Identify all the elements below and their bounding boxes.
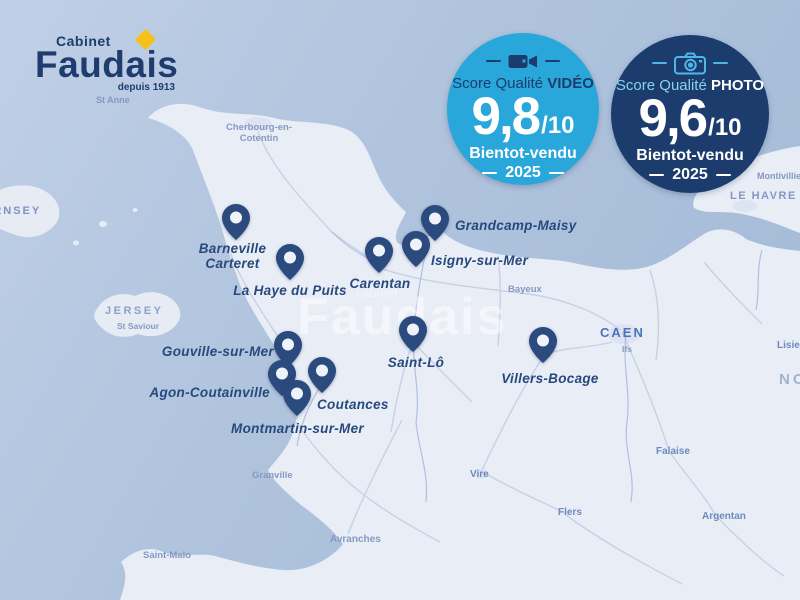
island-jersey [94,292,181,337]
map-label-jersey: JERSEY [105,305,164,317]
video-score-badge: Score Qualité VIDÉO 9,8/10 Bientot-vendu… [447,33,599,185]
cabinet-faudais-logo: Cabinet Faudais depuis 1913 [35,28,179,93]
map-label-bayeux: Bayeux [508,284,542,295]
map-pin-barneville-carteret[interactable] [222,204,250,240]
map-label-saint-malo: Saint-Malo [143,550,192,561]
photo-badge-year: 2025 [649,166,731,184]
photo-score-value: 9,6/10 [638,89,742,148]
map-pin-la-haye-du-puits[interactable] [276,244,304,280]
map-label-lisieux: Lisieux [777,340,800,351]
pin-label-carentan: Carentan [349,276,411,291]
map-label-caen: CAEN [600,325,645,340]
map-pin-grandcamp-maisy[interactable] [421,205,449,241]
map-label-granville: Granville [252,470,293,481]
map-label-argentan: Argentan [702,511,746,522]
logo-name-text: Faudais [35,44,179,85]
logo-tagline: depuis 1913 [117,82,175,93]
map-pin-coutances[interactable] [308,357,336,393]
photo-score-badge: Score Qualité PHOTO 9,6/10 Bientot-vendu… [611,35,769,193]
pin-label-villers-bocage: Villers-Bocage [501,371,599,386]
decorative-dash [649,173,665,177]
islet [132,208,138,212]
island-guernsey [0,185,60,238]
pin-label-grandcamp-maisy: Grandcamp-Maisy [455,218,577,233]
map-label-guernsey: ERNSEY [0,205,42,217]
pin-label-barneville-carteret: Barneville Carteret [198,241,267,272]
map-label-ifs: Ifs [622,344,632,354]
decorative-dash [486,59,501,63]
pin-label-la-haye-du-puits: La Haye du Puits [233,283,347,298]
map-label-st-anne: St Anne [96,95,130,105]
decorative-dash [482,171,498,175]
decorative-dash [652,61,667,65]
video-badge-year: 2025 [482,164,564,182]
decorative-dash [713,61,728,65]
pin-label-isigny-sur-mer: Isigny-sur-Mer [431,253,529,268]
map-label-vire: Vire [470,469,489,480]
islet [73,240,79,246]
map-pin-saint-lo[interactable] [399,316,427,352]
pin-label-montmartin-sur-mer: Montmartin-sur-Mer [231,421,364,436]
photo-camera-icon [674,52,706,75]
map-pin-villers-bocage[interactable] [529,327,557,363]
map-label-falaise: Falaise [656,446,690,457]
land-le-havre [693,146,800,233]
video-camera-icon [508,54,537,68]
roads [229,131,785,585]
map-pin-isigny-sur-mer[interactable] [402,231,430,267]
logo-cabinet-text: Cabinet [56,33,111,49]
map-label-le-havre: LE HAVRE [730,190,797,202]
map-pin-montmartin-sur-mer[interactable] [283,380,311,416]
pin-label-agon-coutainville: Agon-Coutainville [149,385,270,400]
islet [99,221,107,227]
map-label-st-saviour: St Saviour [117,321,160,331]
pin-label-saint-lo: Saint-Lô [387,355,445,370]
photo-badge-tagline: Bientot-vendu [636,147,744,164]
map-label-flers: Flers [558,507,582,518]
land-normandy [120,103,800,600]
map-label-montivilliers: Montivilliers [757,171,800,181]
map-pin-gouville-sur-mer[interactable] [274,331,302,367]
decorative-dash [548,171,564,175]
decorative-dash [545,59,560,63]
map-label-avranches: Avranches [330,534,381,545]
map-label-cherbourg-en-cotentin: Cherbourg-en-Cotentin [226,122,292,144]
photo-badge-title: Score Qualité PHOTO [615,77,765,94]
video-badge-tagline: Bientot-vendu [469,145,577,162]
decorative-dash [715,173,731,177]
pin-label-coutances: Coutances [317,397,389,412]
map-label-normandie: NORM [779,371,800,388]
video-score-value: 9,8/10 [471,87,575,146]
watermark-cabinet: cabinet [356,286,399,300]
map-pin-carentan[interactable] [365,237,393,273]
video-badge-title: Score Qualité VIDÉO [452,75,594,92]
pin-label-gouville-sur-mer: Gouville-sur-Mer [161,344,274,359]
